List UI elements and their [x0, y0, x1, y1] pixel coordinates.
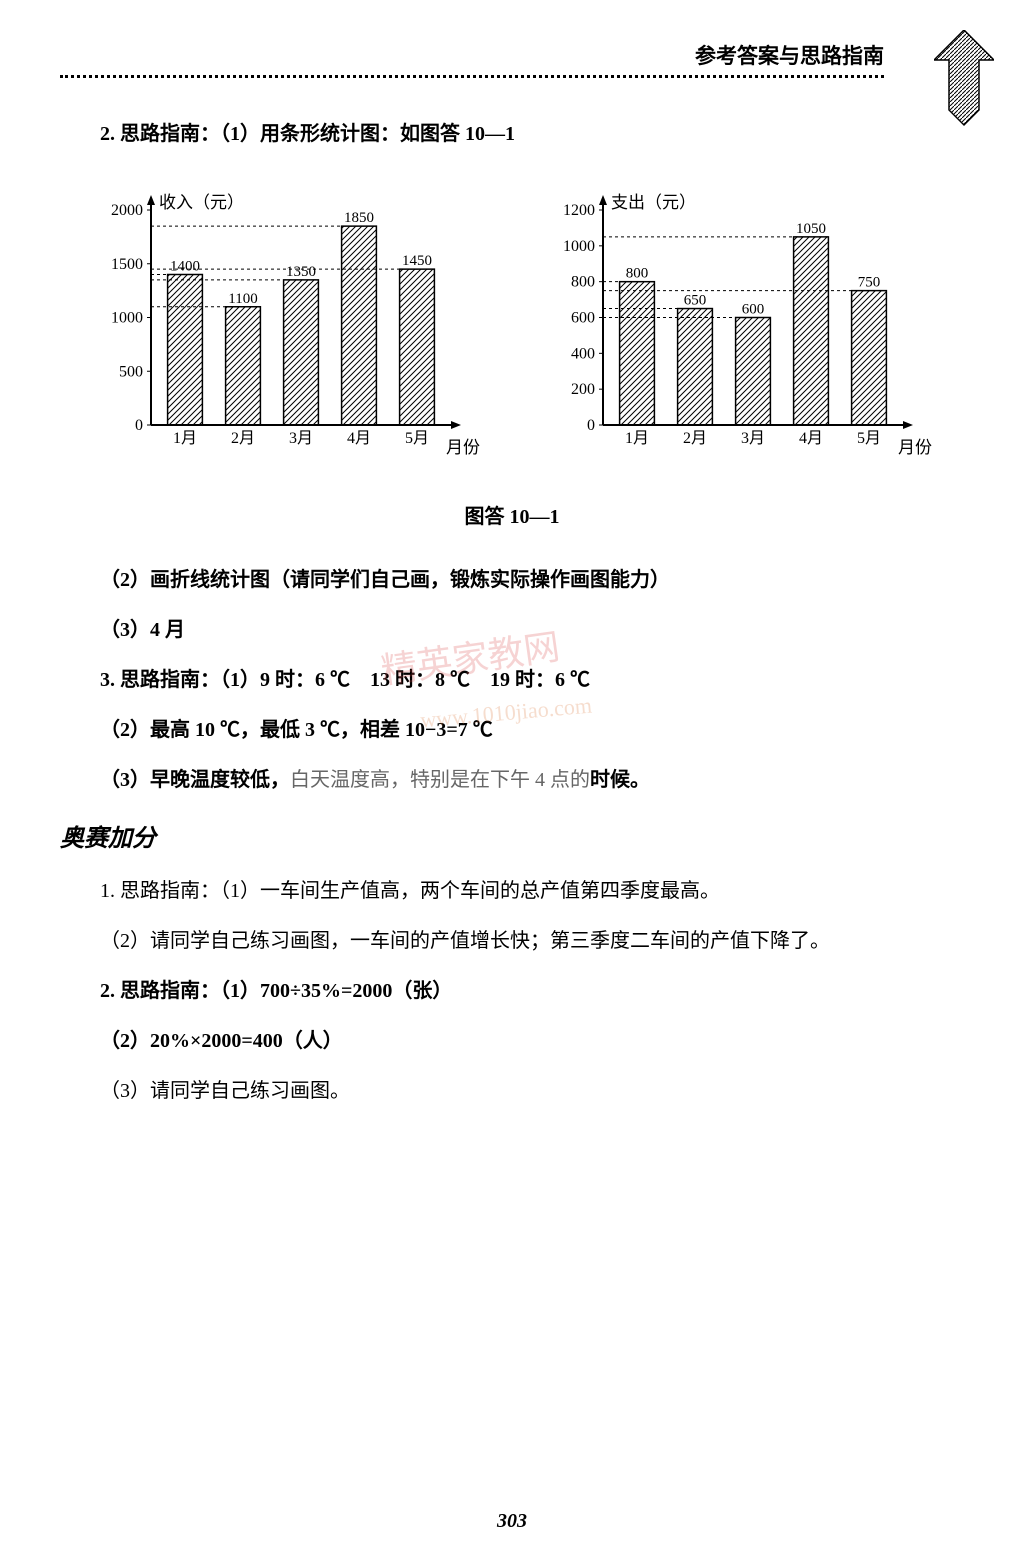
line-2: （2）画折线统计图（请同学们自己画，锻炼实际操作画图能力） [60, 564, 964, 596]
line-4: 3. 思路指南：（1）9 时：6 ℃ 13 时：8 ℃ 19 时：6 ℃ [60, 664, 964, 696]
income-chart: 0 500 1000 1500 2000 收入（元） 月份 1400 1月 1100 2月 1350 3… [91, 185, 481, 465]
svg-text:1000: 1000 [563, 238, 595, 255]
svg-text:5月: 5月 [405, 430, 429, 447]
divider [60, 75, 884, 78]
svg-text:4月: 4月 [799, 430, 823, 447]
svg-text:400: 400 [571, 345, 595, 362]
svg-text:支出（元）: 支出（元） [611, 193, 696, 212]
svg-text:2月: 2月 [231, 430, 255, 447]
line-10: （2）20%×2000=400（人） [60, 1025, 964, 1057]
svg-text:0: 0 [135, 417, 143, 434]
line-8: （2）请同学自己练习画图，一车间的产值增长快；第三季度二车间的产值下降了。 [60, 925, 964, 957]
svg-text:3月: 3月 [289, 430, 313, 447]
line-6: （3）早晚温度较低，白天温度高，特别是在下午 4 点的时候。 [60, 764, 964, 796]
arrow-icon [934, 30, 994, 130]
svg-text:500: 500 [119, 363, 143, 380]
svg-text:0: 0 [587, 417, 595, 434]
svg-text:1100: 1100 [228, 291, 257, 307]
line-9: 2. 思路指南：（1）700÷35%=2000（张） [60, 975, 964, 1007]
svg-text:1200: 1200 [563, 202, 595, 219]
svg-text:1850: 1850 [344, 210, 374, 226]
svg-text:2月: 2月 [683, 430, 707, 447]
svg-text:800: 800 [626, 266, 649, 282]
svg-text:月份: 月份 [446, 438, 480, 457]
chart-caption: 图答 10—1 [60, 500, 964, 529]
svg-text:650: 650 [684, 293, 707, 309]
svg-text:1050: 1050 [796, 221, 826, 237]
svg-text:1500: 1500 [111, 256, 143, 273]
svg-text:4月: 4月 [347, 430, 371, 447]
svg-text:600: 600 [571, 310, 595, 327]
line-1: 2. 思路指南：（1）用条形统计图：如图答 10—1 [60, 118, 964, 150]
svg-text:1350: 1350 [286, 264, 316, 280]
svg-text:200: 200 [571, 381, 595, 398]
svg-text:1450: 1450 [402, 253, 432, 269]
svg-text:600: 600 [742, 302, 765, 318]
svg-text:2000: 2000 [111, 202, 143, 219]
svg-text:3月: 3月 [741, 430, 765, 447]
svg-text:1400: 1400 [170, 259, 200, 275]
charts-container: 0500100015002000收入（元）月份14001月11002月13503… [60, 185, 964, 465]
svg-text:1月: 1月 [173, 430, 197, 447]
svg-text:1月: 1月 [625, 430, 649, 447]
svg-text:800: 800 [571, 274, 595, 291]
expense-chart: 0 200 400 600 800 1000 1200 支出（元） 月份 800 1月 650 2月 60… [543, 185, 933, 465]
svg-text:月份: 月份 [898, 438, 932, 457]
line-3: （3）4 月 [60, 614, 964, 646]
line-5: （2）最高 10 ℃，最低 3 ℃，相差 10−3=7 ℃ [60, 714, 964, 746]
line-11: （3）请同学自己练习画图。 [60, 1075, 964, 1107]
svg-text:750: 750 [858, 275, 881, 291]
svg-text:收入（元）: 收入（元） [159, 193, 244, 212]
page-header: 参考答案与思路指南 [60, 40, 964, 70]
svg-text:5月: 5月 [857, 430, 881, 447]
line-7: 1. 思路指南：（1）一车间生产值高，两个车间的总产值第四季度最高。 [60, 875, 964, 907]
page-number: 303 [0, 1510, 1024, 1533]
section-title: 奥赛加分 [60, 818, 964, 853]
svg-text:1000: 1000 [111, 310, 143, 327]
